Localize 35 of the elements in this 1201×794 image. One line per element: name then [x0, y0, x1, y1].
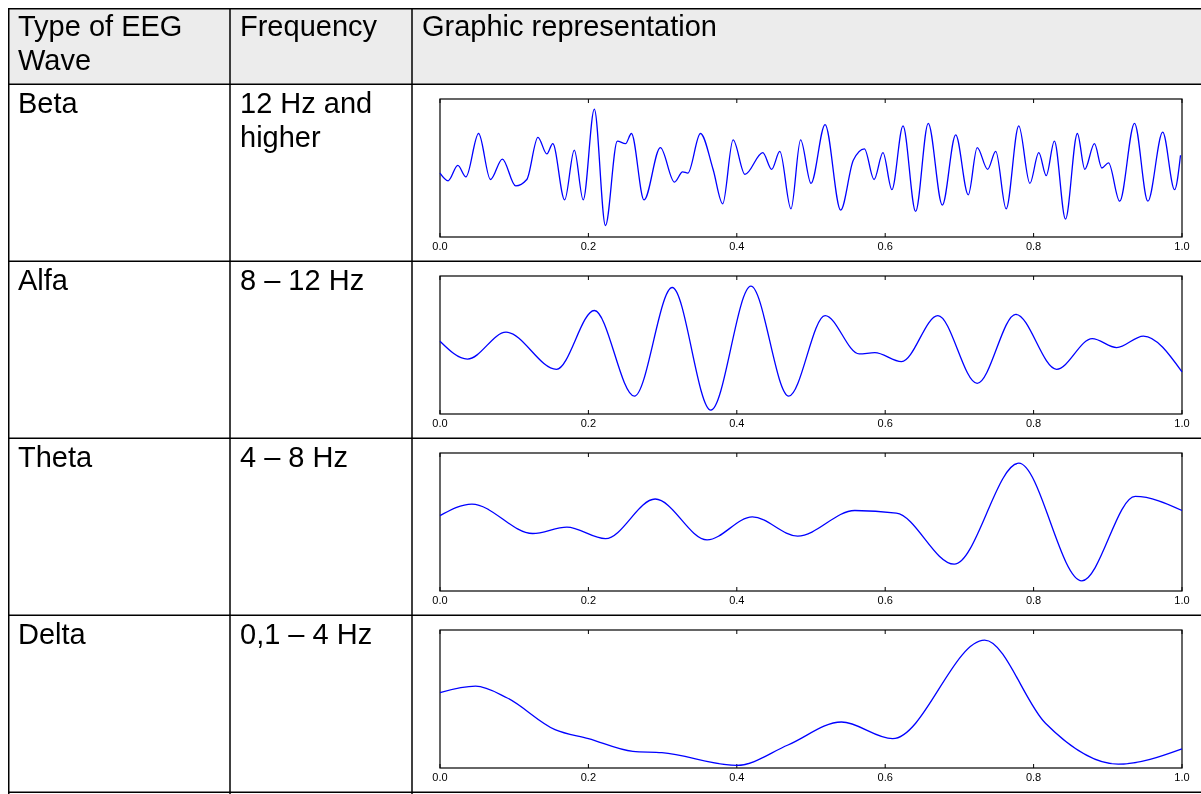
- text: Graphic representation: [422, 10, 717, 42]
- x-tick-label: 0.0: [432, 771, 448, 783]
- x-tick-label: 0.4: [729, 594, 745, 606]
- x-tick-label: 1.0: [1174, 240, 1190, 252]
- x-tick-label: 0.2: [580, 771, 597, 783]
- x-tick-label: 0.0: [432, 417, 448, 429]
- x-tick-label: 0.6: [877, 594, 893, 606]
- x-tick-label: 0.8: [1025, 417, 1042, 429]
- text: Alfa: [18, 264, 69, 296]
- x-tick-label: 0.4: [729, 771, 745, 783]
- text: Beta: [18, 87, 79, 119]
- text: 4 – 8 Hz: [240, 441, 348, 473]
- x-tick-label: 0.8: [1025, 240, 1042, 252]
- x-tick-label: 0.2: [580, 417, 597, 429]
- x-tick-label: 0.0: [432, 594, 448, 606]
- text: Delta: [18, 618, 87, 650]
- x-tick-label: 1.0: [1174, 771, 1190, 783]
- x-tick-label: 0.8: [1025, 594, 1042, 606]
- x-tick-label: 0.6: [877, 417, 893, 429]
- x-tick-label: 0.4: [729, 417, 745, 429]
- x-tick-label: 0.8: [1025, 771, 1042, 783]
- x-tick-label: 0.6: [877, 771, 893, 783]
- x-tick-label: 0.4: [729, 240, 745, 252]
- text: 12 Hz and higher: [240, 87, 373, 153]
- text: Type of EEG Wave: [18, 10, 183, 76]
- x-tick-label: 0.2: [580, 594, 597, 606]
- text: 8 – 12 Hz: [240, 264, 365, 296]
- x-tick-label: 1.0: [1174, 594, 1190, 606]
- text: 0,1 – 4 Hz: [240, 618, 373, 650]
- text: Frequency: [240, 10, 378, 42]
- x-tick-label: 0.2: [580, 240, 597, 252]
- x-tick-label: 0.0: [432, 240, 448, 252]
- x-tick-label: 0.6: [877, 240, 893, 252]
- text: Theta: [18, 441, 94, 473]
- x-tick-label: 1.0: [1174, 417, 1190, 429]
